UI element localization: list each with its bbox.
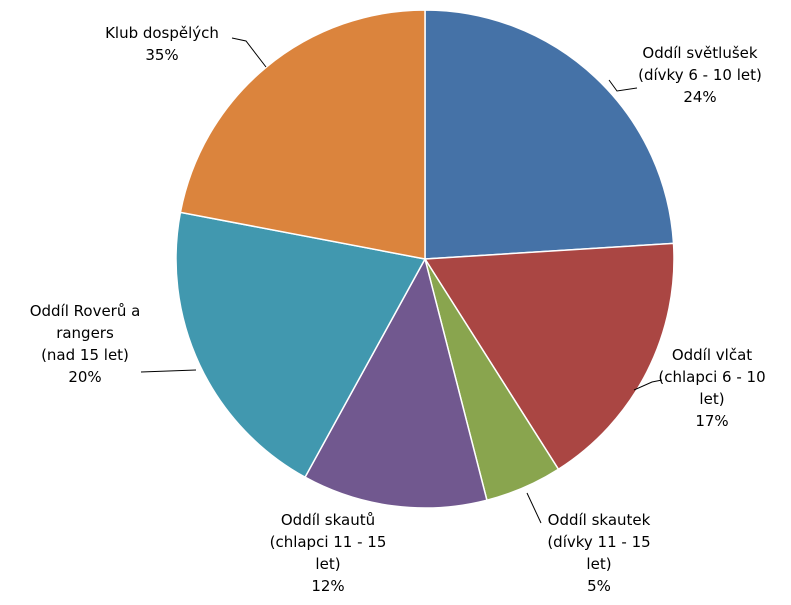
leader-line-3 (526, 492, 542, 524)
pie-slice-1 (424, 9, 675, 260)
slice-category-label: Oddíl vlčat (672, 346, 752, 364)
slice-percent-label: 17% (695, 412, 728, 430)
slice-label-4: Oddíl skautů (chlapci 11 - 15 let) 12% (270, 511, 387, 595)
slice-category-label: Oddíl Roverů a (30, 302, 141, 320)
slice-percent-label: 35% (145, 46, 178, 64)
slice-percent-label: 5% (587, 577, 611, 595)
slice-label-1: Oddíl světlušek (dívky 6 - 10 let) 24% (638, 44, 762, 106)
slice-category-label: (nad 15 let) (41, 346, 129, 364)
slice-category-label: (dívky 6 - 10 let) (638, 66, 762, 84)
slice-percent-label: 12% (311, 577, 344, 595)
slice-label-6: Klub dospělých 35% (105, 24, 219, 64)
slice-category-label: let) (586, 555, 611, 573)
slice-percent-label: 24% (683, 88, 716, 106)
slice-category-label: (chlapci 6 - 10 (658, 368, 765, 386)
slice-category-label: Klub dospělých (105, 24, 219, 42)
pie-slice-5 (175, 211, 427, 479)
slice-label-2: Oddíl vlčat (chlapci 6 - 10 let) 17% (658, 346, 765, 430)
slice-category-label: Oddíl skautek (548, 511, 651, 529)
slice-percent-label: 20% (68, 368, 101, 386)
leader-line-2 (633, 379, 663, 391)
leader-lines (140, 37, 663, 524)
leader-line-5 (140, 369, 197, 373)
slice-category-label: rangers (56, 324, 114, 342)
pie-slices (175, 9, 675, 509)
slice-category-label: Oddíl skautů (281, 511, 375, 529)
slice-category-label: (chlapci 11 - 15 (270, 533, 387, 551)
slice-category-label: let) (315, 555, 340, 573)
pie-slice-4 (304, 256, 488, 509)
slice-label-5: Oddíl Roverů a rangers (nad 15 let) 20% (30, 302, 141, 386)
pie-slice-2 (423, 242, 675, 471)
slice-category-label: let) (699, 390, 724, 408)
slice-labels: Oddíl světlušek (dívky 6 - 10 let) 24%Oddí… (30, 24, 766, 595)
pie-slice-6 (179, 9, 426, 260)
slice-category-label: (dívky 11 - 15 (547, 533, 650, 551)
slice-label-3: Oddíl skautek (dívky 11 - 15 let) 5% (547, 511, 650, 595)
leader-line-6 (231, 37, 267, 68)
leader-line-1 (608, 79, 638, 92)
slice-category-label: Oddíl světlušek (642, 44, 757, 62)
